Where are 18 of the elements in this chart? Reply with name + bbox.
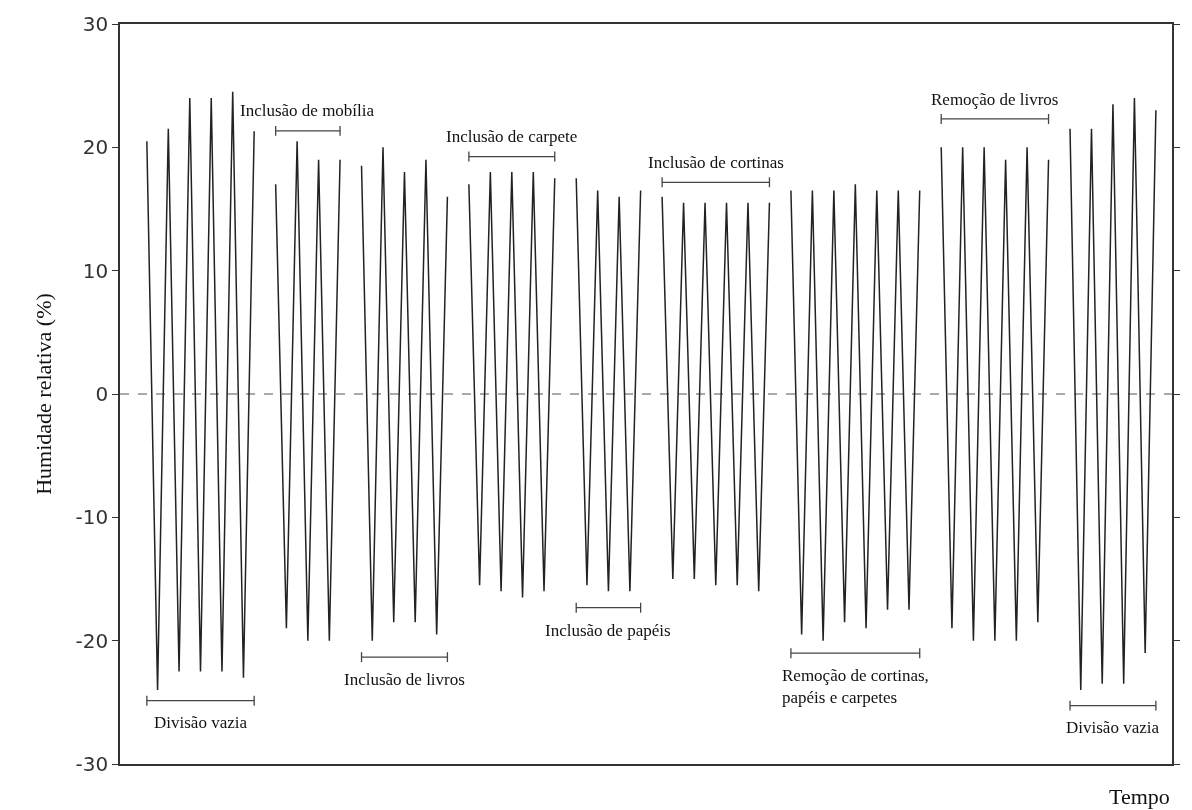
annotation: Divisão vazia (1066, 718, 1160, 737)
y-tick-label: -30 (75, 752, 109, 776)
annotation: Remoção de livros (931, 90, 1059, 109)
annotation: Remoção de cortinas, papéis e carpetes (782, 666, 929, 708)
y-tick-label: -20 (75, 628, 109, 653)
y-tick-label: 30 (82, 12, 109, 36)
x-axis-title: Tempo (1109, 784, 1170, 809)
y-axis-title: Humidade relativa (%) (30, 293, 56, 495)
y-tick-label: -10 (75, 505, 109, 530)
annotation: Inclusão de cortinas (648, 153, 784, 172)
annotation: Inclusão de papéis (545, 621, 671, 640)
annotation: Inclusão de carpete (446, 127, 578, 146)
y-tick-label: 10 (82, 258, 109, 283)
annotation: Divisão vazia (154, 713, 248, 732)
y-tick-label: 20 (82, 135, 109, 160)
y-tick-label: 0 (95, 382, 109, 406)
annotation: Inclusão de livros (344, 670, 465, 689)
annotation: Inclusão de mobília (240, 101, 375, 120)
